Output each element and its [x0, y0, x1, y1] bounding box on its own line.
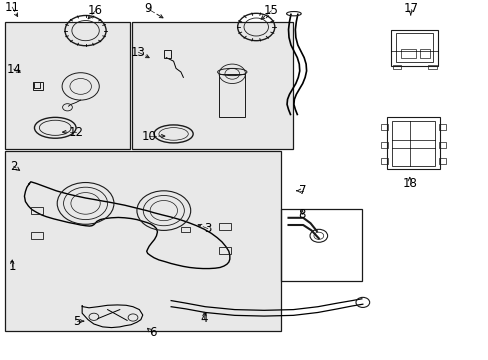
- Bar: [381, 158, 387, 164]
- Text: 12: 12: [68, 126, 83, 139]
- Bar: [219, 223, 230, 230]
- Bar: [390, 30, 437, 66]
- Bar: [391, 121, 434, 166]
- Text: 10: 10: [142, 130, 156, 143]
- Bar: [219, 247, 230, 254]
- Text: 2: 2: [10, 160, 18, 173]
- Bar: [419, 49, 429, 58]
- Text: 15: 15: [264, 4, 278, 17]
- Bar: [5, 22, 129, 149]
- Bar: [392, 65, 401, 69]
- Text: 18: 18: [402, 177, 416, 190]
- Bar: [33, 82, 43, 90]
- Text: 8: 8: [298, 208, 305, 221]
- Bar: [381, 142, 387, 148]
- Text: 3: 3: [203, 222, 211, 235]
- Bar: [219, 74, 245, 117]
- Bar: [395, 33, 432, 62]
- Bar: [132, 22, 293, 149]
- Text: 4: 4: [200, 312, 208, 325]
- Bar: [5, 151, 281, 331]
- Text: 7: 7: [299, 184, 306, 197]
- Text: 6: 6: [148, 327, 156, 339]
- Text: 5: 5: [73, 315, 81, 328]
- Bar: [438, 142, 445, 148]
- Text: 9: 9: [144, 3, 152, 15]
- Text: 11: 11: [5, 1, 20, 14]
- Text: 17: 17: [403, 3, 417, 15]
- Text: 14: 14: [6, 63, 21, 76]
- Bar: [31, 232, 42, 239]
- Bar: [400, 49, 415, 58]
- Bar: [181, 227, 189, 232]
- Bar: [164, 50, 171, 58]
- Bar: [381, 124, 387, 130]
- Bar: [281, 209, 361, 281]
- Text: 16: 16: [88, 4, 102, 17]
- Bar: [427, 65, 436, 69]
- Bar: [438, 158, 445, 164]
- Text: 1: 1: [8, 260, 16, 273]
- Bar: [386, 117, 439, 169]
- Bar: [438, 124, 445, 130]
- Text: 13: 13: [131, 46, 145, 59]
- Bar: [31, 207, 42, 214]
